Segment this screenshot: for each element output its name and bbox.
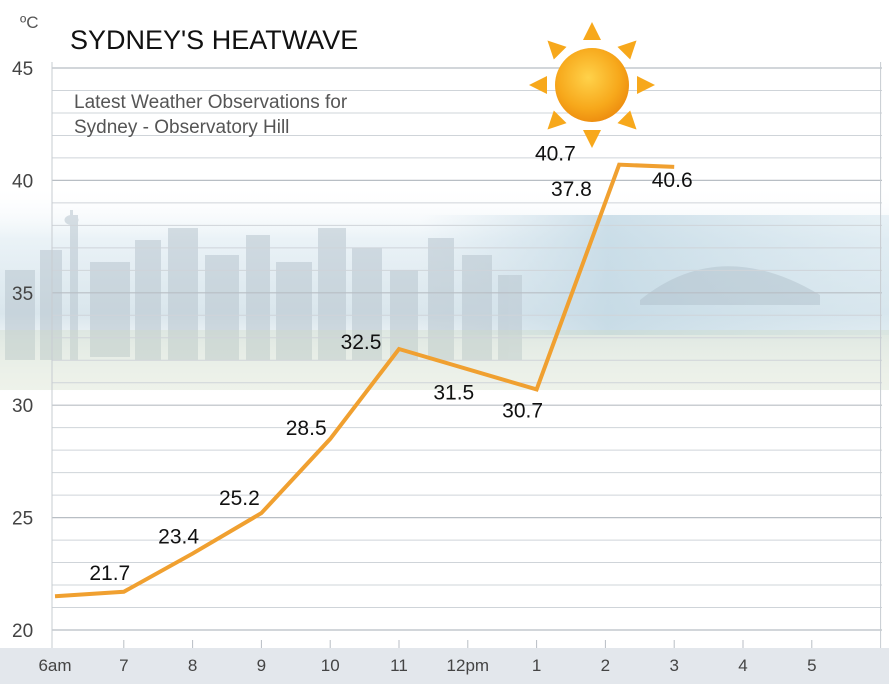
sun-ray: [583, 22, 601, 40]
sun-ray: [617, 40, 637, 60]
y-tick-label: 30: [12, 396, 33, 417]
building-shape: [205, 255, 239, 360]
x-tick-label: 1: [532, 656, 541, 675]
building-shape: [135, 240, 161, 360]
chart-subtitle-line-1: Latest Weather Observations for: [74, 92, 348, 113]
chart-subtitle-line-2: Sydney - Observatory Hill: [74, 117, 289, 138]
y-tick-label: 25: [12, 509, 33, 530]
building-shape: [40, 250, 62, 360]
sun-ray: [529, 76, 547, 94]
y-unit-label: ºC: [20, 13, 39, 32]
data-label: 28.5: [286, 417, 327, 440]
data-label: 40.6: [652, 169, 693, 192]
y-axis: 45 40 35 30 25 20: [12, 59, 33, 642]
x-tick-label: 10: [321, 656, 340, 675]
chart-title: SYDNEY'S HEATWAVE: [70, 25, 358, 55]
data-labels: 21.7 23.4 25.2 28.5 32.5 31.5 30.7 37.8 40.7 40.6: [89, 143, 692, 585]
building-shape: [428, 238, 454, 360]
y-tick-label: 40: [12, 171, 33, 192]
x-tick-label: 11: [390, 656, 408, 675]
data-label: 23.4: [158, 526, 199, 549]
sun-ray: [637, 76, 655, 94]
data-label: 31.5: [433, 381, 474, 404]
building-shape: [462, 255, 492, 360]
gridlines: [51, 62, 882, 648]
tower-pod: [64, 215, 79, 225]
data-label: 25.2: [219, 487, 260, 510]
y-tick-label: 45: [12, 59, 33, 80]
data-label: 21.7: [89, 562, 130, 585]
x-tick-label: 4: [738, 656, 747, 675]
building-shape: [276, 262, 312, 360]
sun-icon: [529, 22, 655, 148]
x-tick-label: 9: [257, 656, 266, 675]
x-axis-band: [0, 648, 889, 684]
x-tick-label: 2: [601, 656, 610, 675]
x-tick-label: 6am: [38, 656, 71, 675]
temperature-line: [54, 162, 675, 599]
x-tick-label: 12pm: [447, 656, 490, 675]
data-label: 40.7: [535, 143, 576, 166]
sun-ray: [547, 40, 567, 60]
sun-ray: [617, 110, 637, 130]
sun-ray: [583, 130, 601, 148]
building-shape: [246, 235, 270, 360]
x-tick-label: 8: [188, 656, 197, 675]
building-shape: [352, 248, 382, 360]
data-label: 30.7: [502, 399, 543, 422]
y-tick-label: 20: [12, 621, 33, 642]
y-tick-label: 35: [12, 284, 33, 305]
sun-ray: [547, 110, 567, 130]
x-axis: 6am 7 8 9 10 11 12pm 1 2 3 4 5: [38, 656, 816, 675]
x-tick-label: 3: [669, 656, 678, 675]
building-shape: [70, 215, 78, 360]
x-tick-label: 5: [807, 656, 816, 675]
building-shape: [90, 262, 130, 357]
building-shape: [5, 270, 35, 360]
data-label: 32.5: [341, 331, 382, 354]
x-tick-label: 7: [119, 656, 128, 675]
data-label: 37.8: [551, 178, 592, 201]
building-shape: [498, 275, 522, 360]
